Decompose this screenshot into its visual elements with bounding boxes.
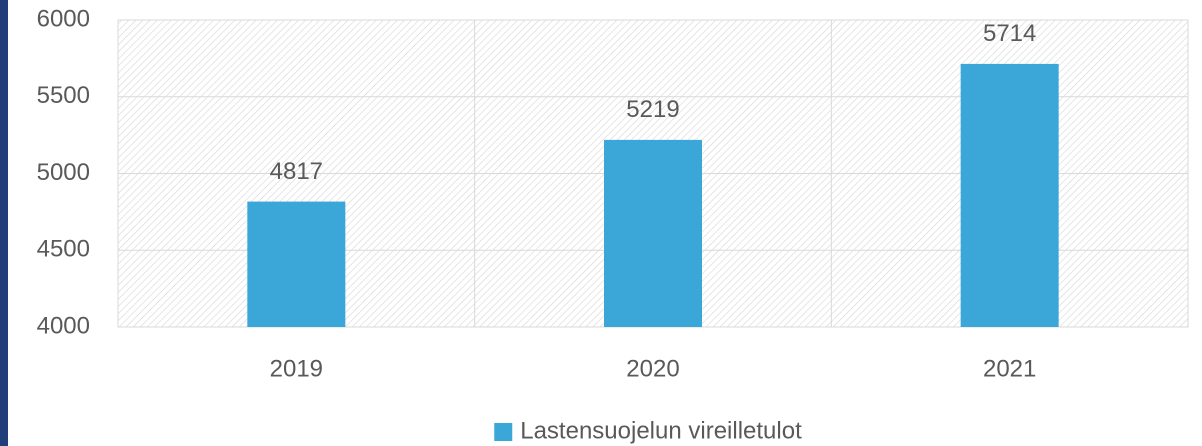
bar bbox=[960, 63, 1059, 327]
data-label: 5219 bbox=[626, 96, 679, 123]
side-stripe bbox=[0, 0, 8, 446]
y-tick-label: 4500 bbox=[37, 236, 90, 263]
y-tick-label: 4000 bbox=[37, 312, 90, 339]
legend-label: Lastensuojelun vireilletulot bbox=[520, 417, 802, 444]
x-tick-label: 2019 bbox=[270, 355, 323, 382]
bar bbox=[247, 201, 346, 327]
data-label: 4817 bbox=[270, 158, 323, 185]
bar bbox=[604, 139, 702, 327]
data-label: 5714 bbox=[983, 20, 1036, 47]
y-tick-label: 6000 bbox=[37, 5, 90, 32]
y-tick-label: 5000 bbox=[37, 159, 90, 186]
x-tick-label: 2020 bbox=[626, 355, 679, 382]
y-tick-label: 5500 bbox=[37, 82, 90, 109]
x-tick-label: 2021 bbox=[983, 355, 1036, 382]
legend-swatch bbox=[494, 423, 513, 441]
